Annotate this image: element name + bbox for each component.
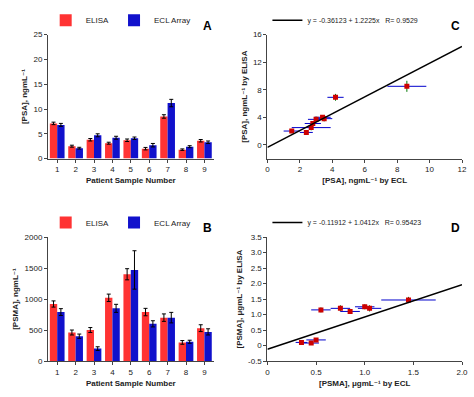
svg-text:25: 25 <box>33 30 42 39</box>
svg-text:500: 500 <box>29 326 43 335</box>
svg-text:3: 3 <box>92 368 97 377</box>
svg-text:A: A <box>203 19 212 33</box>
svg-text:0: 0 <box>38 357 43 366</box>
svg-text:3: 3 <box>92 165 97 174</box>
svg-text:2.5: 2.5 <box>251 264 263 273</box>
svg-text:Patient Sample Number: Patient Sample Number <box>86 176 176 185</box>
svg-text:7: 7 <box>165 165 170 174</box>
svg-text:C: C <box>451 19 460 33</box>
svg-text:[PSA], ngmL⁻¹ by ECL: [PSA], ngmL⁻¹ by ECL <box>322 176 407 185</box>
svg-text:5: 5 <box>129 165 134 174</box>
svg-text:[PSA], ngmL⁻¹ by ELISA: [PSA], ngmL⁻¹ by ELISA <box>240 50 249 142</box>
svg-text:0: 0 <box>38 154 43 163</box>
svg-text:15: 15 <box>33 80 42 89</box>
svg-text:1500: 1500 <box>25 264 43 273</box>
svg-text:9: 9 <box>202 165 207 174</box>
svg-text:ECL Array: ECL Array <box>154 219 190 228</box>
svg-text:y = -0.36123 + 1.2225x R= 0.: y = -0.36123 + 1.2225x R= 0.9529 <box>307 17 417 25</box>
svg-text:5: 5 <box>129 368 134 377</box>
svg-text:1: 1 <box>55 165 60 174</box>
svg-text:[PSMA], ngmL⁻¹: [PSMA], ngmL⁻¹ <box>11 268 20 330</box>
svg-text:D: D <box>451 221 460 235</box>
svg-text:6: 6 <box>147 368 152 377</box>
svg-text:0.5: 0.5 <box>311 368 323 377</box>
svg-text:0: 0 <box>257 141 262 150</box>
svg-text:1.5: 1.5 <box>251 295 263 304</box>
svg-text:8: 8 <box>395 165 400 174</box>
svg-text:10: 10 <box>425 165 434 174</box>
svg-text:0: 0 <box>265 368 270 377</box>
svg-text:4: 4 <box>110 165 115 174</box>
svg-text:1000: 1000 <box>25 295 43 304</box>
svg-text:2000: 2000 <box>25 233 43 242</box>
svg-text:2: 2 <box>73 165 78 174</box>
svg-text:Patient Sample Number: Patient Sample Number <box>86 379 176 388</box>
svg-text:4: 4 <box>330 165 335 174</box>
svg-text:3.5: 3.5 <box>251 233 263 242</box>
svg-text:1.5: 1.5 <box>408 368 420 377</box>
svg-text:0: 0 <box>257 341 262 350</box>
svg-text:20: 20 <box>33 55 42 64</box>
svg-text:5: 5 <box>38 130 43 139</box>
svg-text:B: B <box>203 221 212 235</box>
svg-text:0: 0 <box>265 165 270 174</box>
svg-text:4: 4 <box>257 113 262 122</box>
svg-text:9: 9 <box>202 368 207 377</box>
svg-text:8: 8 <box>184 165 189 174</box>
svg-text:ECL Array: ECL Array <box>154 16 190 25</box>
svg-text:1: 1 <box>55 368 60 377</box>
svg-text:6: 6 <box>362 165 367 174</box>
svg-text:-0.5: -0.5 <box>248 357 262 366</box>
svg-text:12: 12 <box>458 165 467 174</box>
svg-text:10: 10 <box>33 105 42 114</box>
svg-text:4: 4 <box>110 368 115 377</box>
svg-text:0.5: 0.5 <box>251 326 263 335</box>
svg-text:8: 8 <box>184 368 189 377</box>
svg-text:ELISA: ELISA <box>86 219 109 228</box>
svg-text:2: 2 <box>73 368 78 377</box>
svg-text:7: 7 <box>165 368 170 377</box>
svg-text:ELISA: ELISA <box>86 16 109 25</box>
svg-text:[PSMA], μgmL⁻¹ by ELISA: [PSMA], μgmL⁻¹ by ELISA <box>235 249 244 348</box>
svg-text:16: 16 <box>253 30 262 39</box>
svg-text:1.0: 1.0 <box>251 310 263 319</box>
svg-text:3.0: 3.0 <box>251 248 263 257</box>
svg-text:2.0: 2.0 <box>251 279 263 288</box>
svg-text:[PSA], ngmL⁻¹: [PSA], ngmL⁻¹ <box>20 69 29 124</box>
svg-text:12: 12 <box>253 58 262 67</box>
svg-text:y = -0.11912 + 1.0412x R= 0.: y = -0.11912 + 1.0412x R= 0.95423 <box>307 219 421 227</box>
svg-text:6: 6 <box>147 165 152 174</box>
svg-text:2.0: 2.0 <box>456 368 468 377</box>
svg-text:8: 8 <box>257 86 262 95</box>
svg-text:2: 2 <box>298 165 303 174</box>
svg-text:[PSMA], μgmL⁻¹ by ECL: [PSMA], μgmL⁻¹ by ECL <box>319 379 410 388</box>
svg-text:1.0: 1.0 <box>359 368 371 377</box>
